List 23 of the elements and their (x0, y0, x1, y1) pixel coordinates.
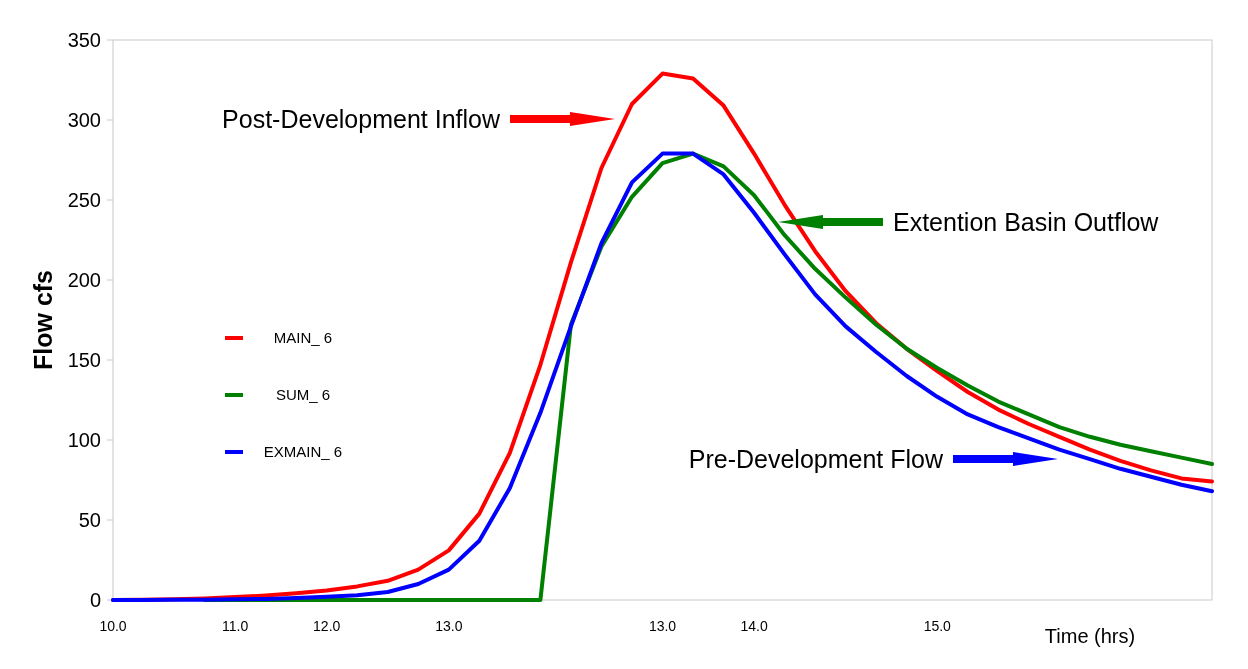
y-tick-label: 200 (67, 269, 101, 291)
x-tick-label: 10.0 (99, 618, 127, 634)
annotation: Extention Basin Outflow (893, 207, 1160, 236)
x-tick-label: 13.0 (648, 618, 677, 634)
annotation: Post-Development Inflow (222, 104, 501, 133)
annotation: Pre-Development Flow (688, 444, 944, 473)
legend-label: MAIN_ 6 (273, 329, 333, 347)
legend-label: EXMAIN_ 6 (263, 443, 343, 461)
y-axis-title: Flow cfs (29, 269, 57, 371)
x-tick-label: 12.0 (313, 618, 341, 634)
y-tick-label: 350 (67, 29, 101, 51)
x-axis-title: Time (hrs) (1044, 625, 1136, 647)
y-tick-label: 100 (67, 429, 101, 451)
legend-label: SUM_ 6 (275, 386, 331, 404)
y-tick-label: 0 (89, 589, 101, 611)
x-tick-label: 11.0 (222, 618, 249, 634)
y-tick-label: 50 (78, 509, 101, 531)
y-tick-label: 150 (67, 349, 101, 371)
x-tick-label: 13.0 (435, 618, 463, 634)
x-tick-label: 14.0 (740, 618, 768, 634)
x-tick-label: 15.0 (923, 618, 952, 634)
y-tick-label: 250 (67, 189, 101, 211)
y-tick-label: 300 (67, 109, 101, 131)
